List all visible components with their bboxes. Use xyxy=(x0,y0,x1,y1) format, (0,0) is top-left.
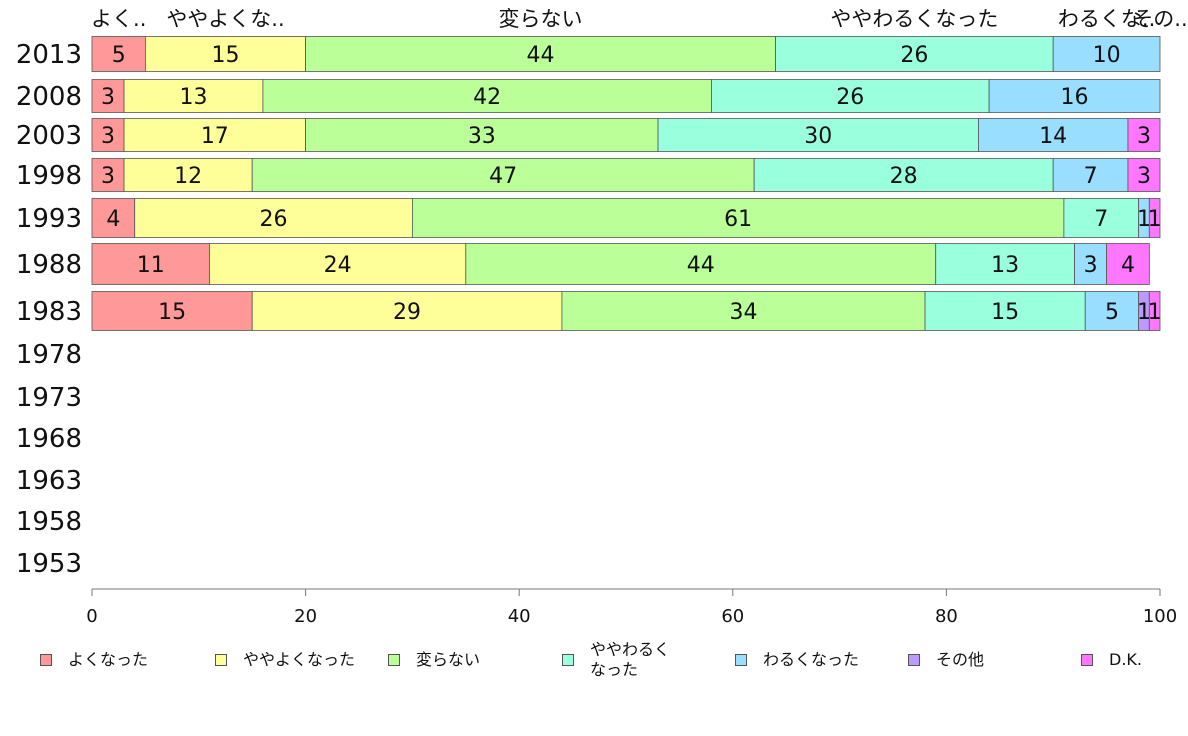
bar-segment xyxy=(465,243,937,285)
x-tick-label: 60 xyxy=(721,606,744,627)
x-tick-label: 40 xyxy=(508,606,531,627)
x-tick-label: 20 xyxy=(294,606,317,627)
bar-segment xyxy=(988,79,1161,113)
data-label: 3 xyxy=(101,124,115,149)
data-label: 1 xyxy=(1148,300,1162,325)
bar-segment xyxy=(123,158,253,192)
series-top-label: よく.. xyxy=(91,7,146,31)
bar-segment xyxy=(91,158,125,192)
data-label: 26 xyxy=(260,207,288,232)
category-label: 1958 xyxy=(16,507,82,537)
category-label: 1978 xyxy=(16,340,82,370)
bar-segment xyxy=(144,36,306,72)
data-label: 16 xyxy=(1061,85,1089,110)
bar-segment xyxy=(209,243,467,285)
bar-segment xyxy=(251,291,563,331)
category-label: 1993 xyxy=(16,204,82,234)
bar-segment xyxy=(657,118,979,152)
bar-segment xyxy=(775,36,1054,72)
bar-segment xyxy=(1052,158,1129,192)
category-label: 1963 xyxy=(16,466,82,496)
bar-segment xyxy=(305,36,776,72)
data-label: 4 xyxy=(106,207,120,232)
data-label: 13 xyxy=(991,253,1019,278)
bar-segment xyxy=(411,198,1065,238)
data-label: 29 xyxy=(393,300,421,325)
data-label: 24 xyxy=(324,253,352,278)
data-label: 11 xyxy=(137,253,165,278)
category-label: 1968 xyxy=(16,424,82,454)
data-label: 1 xyxy=(1137,300,1151,325)
data-label: 61 xyxy=(724,207,752,232)
data-label: 26 xyxy=(836,85,864,110)
data-label: 12 xyxy=(174,164,202,189)
bar-segment xyxy=(91,243,210,285)
data-label: 3 xyxy=(1084,253,1098,278)
data-label: 10 xyxy=(1093,43,1121,68)
bar-segment xyxy=(1148,291,1161,331)
data-label: 1 xyxy=(1148,207,1162,232)
category-label: 1998 xyxy=(16,161,82,191)
data-label: 13 xyxy=(179,85,207,110)
data-label: 30 xyxy=(804,124,832,149)
category-label: 1988 xyxy=(16,250,82,280)
data-label: 3 xyxy=(101,85,115,110)
data-label: 14 xyxy=(1039,124,1067,149)
data-label: 7 xyxy=(1094,207,1108,232)
data-label: 34 xyxy=(729,300,757,325)
category-label: 2013 xyxy=(16,40,82,70)
category-label: 2008 xyxy=(16,82,82,112)
bar-segment xyxy=(251,158,755,192)
bar-segment xyxy=(935,243,1075,285)
data-label: 28 xyxy=(890,164,918,189)
bar-segment xyxy=(711,79,990,113)
category-label: 1983 xyxy=(16,297,82,327)
data-label: 44 xyxy=(527,43,555,68)
category-label: 1973 xyxy=(16,383,82,413)
series-top-label: ややわるくなった xyxy=(830,7,998,31)
bar-segment xyxy=(91,36,146,72)
x-tick-label: 0 xyxy=(86,606,97,627)
data-label: 42 xyxy=(473,85,501,110)
data-label: 5 xyxy=(1105,300,1119,325)
bar-segment xyxy=(305,118,659,152)
bar-segment xyxy=(123,118,306,152)
category-label: 1953 xyxy=(16,549,82,579)
bar-segment xyxy=(1127,118,1161,152)
bar-segment xyxy=(1127,158,1161,192)
data-label: 4 xyxy=(1121,253,1135,278)
bar-segment xyxy=(1148,198,1161,238)
category-label: 2003 xyxy=(16,121,82,151)
data-label: 44 xyxy=(687,253,715,278)
data-label: 7 xyxy=(1084,164,1098,189)
data-label: 26 xyxy=(900,43,928,68)
data-label: 15 xyxy=(212,43,240,68)
bar-segment xyxy=(753,158,1054,192)
data-label: 17 xyxy=(201,124,229,149)
data-label: 47 xyxy=(489,164,517,189)
data-label: 33 xyxy=(468,124,496,149)
bar-segment xyxy=(123,79,264,113)
bar-segment xyxy=(91,198,136,238)
bar-segment xyxy=(1052,36,1161,72)
bar-segment xyxy=(91,79,125,113)
series-top-label: その.. xyxy=(1132,7,1187,31)
x-tick-label: 80 xyxy=(935,606,958,627)
data-label: 1 xyxy=(1137,207,1151,232)
data-label: 15 xyxy=(991,300,1019,325)
data-label: 3 xyxy=(1137,124,1151,149)
data-label: 5 xyxy=(112,43,126,68)
series-top-label: ややよくな.. xyxy=(166,7,284,31)
bar-segment xyxy=(924,291,1086,331)
series-top-label: わるくな.. xyxy=(1058,7,1155,31)
data-label: 15 xyxy=(158,300,186,325)
bar-segment xyxy=(262,79,712,113)
bar-segment xyxy=(1106,243,1150,285)
x-tick-label: 100 xyxy=(1143,606,1177,627)
data-label: 3 xyxy=(1137,164,1151,189)
series-top-label: 変らない xyxy=(499,7,583,31)
data-label: 3 xyxy=(101,164,115,189)
bar-segment xyxy=(561,291,926,331)
